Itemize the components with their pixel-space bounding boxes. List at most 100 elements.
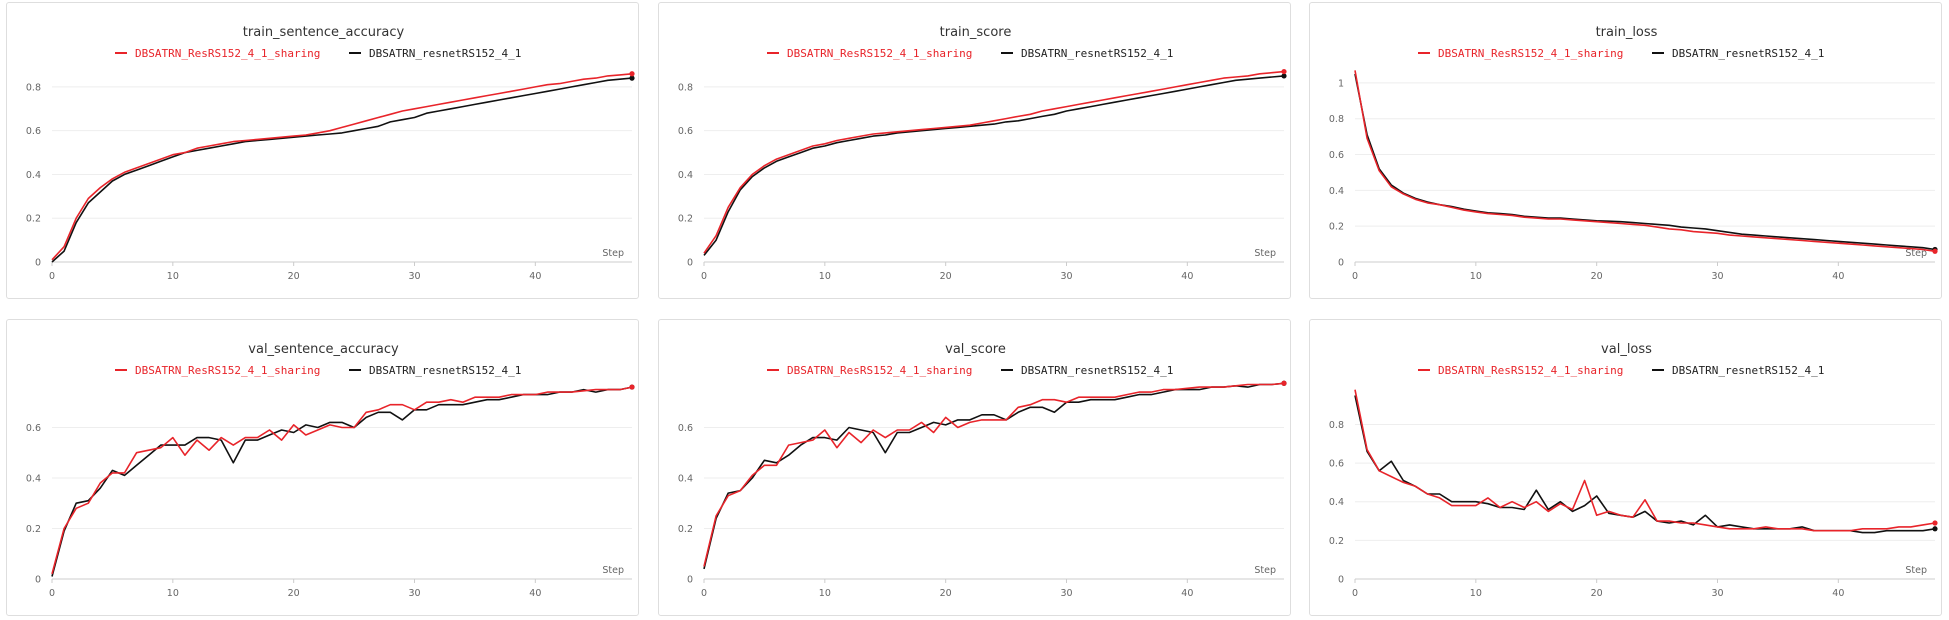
x-tick-label: 40 [529,588,541,599]
y-tick-label: 0.4 [678,170,693,181]
legend-label: DBSATRN_resnetRS152_4_1 [1672,364,1824,377]
chart-svg: val_score DBSATRN_ResRS152_4_1_sharing DBS… [678,342,1287,599]
x-tick-label: 30 [408,271,420,282]
legend-label: DBSATRN_resnetRS152_4_1 [369,47,521,60]
series-end-point [1281,68,1287,75]
series-line[interactable] [51,386,633,575]
legend-item[interactable]: DBSATRN_ResRS152_4_1_sharing [767,47,972,60]
y-tick-label: 0.8 [1329,420,1344,431]
legend-label: DBSATRN_resnetRS152_4_1 [1021,47,1173,60]
y-tick-label: 0.8 [26,82,41,93]
x-tick-label: 20 [288,588,300,599]
legend-label: DBSATRN_resnetRS152_4_1 [1021,364,1173,377]
x-tick-label: 10 [819,271,831,282]
legend-item[interactable]: DBSATRN_ResRS152_4_1_sharing [1418,364,1623,377]
legend-item[interactable]: DBSATRN_ResRS152_4_1_sharing [115,364,320,377]
legend-item[interactable]: DBSATRN_resnetRS152_4_1 [1001,364,1173,377]
y-tick-label: 0.6 [678,126,693,137]
x-axis-label: Step [1254,565,1276,576]
series-end-point [1932,526,1938,532]
series-line[interactable] [51,77,633,263]
y-tick-label: 0 [687,258,693,269]
chart-panel-val-loss: val_loss DBSATRN_ResRS152_4_1_sharing DBSA… [1309,319,1942,616]
series-line[interactable] [1354,389,1936,532]
y-tick-label: 0 [35,258,41,269]
series-line[interactable] [703,70,1285,254]
y-tick-label: 0.6 [26,423,41,434]
chart-svg: val_loss DBSATRN_ResRS152_4_1_sharing DBSA… [1329,342,1938,599]
y-tick-label: 1 [1338,78,1344,89]
x-tick-label: 0 [1352,588,1358,599]
legend-label: DBSATRN_resnetRS152_4_1 [369,364,521,377]
chart-panel-train-loss: train_loss DBSATRN_ResRS152_4_1_sharing DB… [1309,2,1942,299]
chart-title: val_score [945,342,1006,357]
y-tick-label: 0.2 [1329,222,1344,233]
y-tick-label: 0.4 [1329,186,1344,197]
chart-svg: train_score DBSATRN_ResRS152_4_1_sharing D… [678,25,1287,282]
chart-title: train_sentence_accuracy [243,25,405,40]
series-end-point [629,384,635,390]
y-tick-label: 0.6 [678,423,693,434]
y-tick-label: 0.6 [26,126,41,137]
x-tick-label: 20 [1591,588,1603,599]
x-tick-label: 10 [167,588,179,599]
y-tick-label: 0.8 [1329,114,1344,125]
series-line[interactable] [703,75,1285,256]
legend-item[interactable]: DBSATRN_resnetRS152_4_1 [1652,364,1824,377]
x-tick-label: 0 [49,271,55,282]
x-tick-label: 20 [940,588,952,599]
x-tick-label: 0 [701,588,707,599]
series-line[interactable] [1354,395,1936,534]
legend-item[interactable]: DBSATRN_resnetRS152_4_1 [1001,47,1173,60]
x-tick-label: 0 [1352,271,1358,282]
y-tick-label: 0.2 [678,214,693,225]
y-tick-label: 0 [1338,575,1344,586]
legend-item[interactable]: DBSATRN_ResRS152_4_1_sharing [1418,47,1623,60]
series-line[interactable] [703,382,1285,570]
y-tick-label: 0 [1338,258,1344,269]
x-axis-label: Step [1905,565,1927,576]
chart-title: val_loss [1601,342,1652,357]
series-end-point [1932,248,1938,254]
y-tick-label: 0.2 [1329,536,1344,547]
legend-item[interactable]: DBSATRN_ResRS152_4_1_sharing [115,47,320,60]
legend-label: DBSATRN_ResRS152_4_1_sharing [787,47,972,60]
chart-svg: train_sentence_accuracy DBSATRN_ResRS152_… [26,25,635,282]
series-line[interactable] [703,382,1285,567]
y-tick-label: 0.2 [26,524,41,535]
chart-svg: train_loss DBSATRN_ResRS152_4_1_sharing DB… [1329,25,1938,282]
x-tick-label: 40 [1832,271,1844,282]
x-tick-label: 30 [1060,588,1072,599]
x-axis-label: Step [602,565,624,576]
series-line[interactable] [51,73,633,261]
legend-item[interactable]: DBSATRN_resnetRS152_4_1 [349,364,521,377]
legend-label: DBSATRN_ResRS152_4_1_sharing [135,47,320,60]
series-line[interactable] [1354,73,1936,251]
x-tick-label: 0 [701,271,707,282]
chart-panel-train-score: train_score DBSATRN_ResRS152_4_1_sharing D… [658,2,1291,299]
x-axis-label: Step [602,248,624,259]
series-end-point [629,75,635,81]
x-tick-label: 10 [819,588,831,599]
legend-item[interactable]: DBSATRN_resnetRS152_4_1 [349,47,521,60]
x-tick-label: 40 [529,271,541,282]
y-tick-label: 0.6 [1329,459,1344,470]
x-tick-label: 40 [1181,588,1193,599]
legend-label: DBSATRN_ResRS152_4_1_sharing [1438,364,1623,377]
chart-title: train_score [940,25,1012,40]
x-tick-label: 20 [1591,271,1603,282]
x-tick-label: 30 [1060,271,1072,282]
series-line[interactable] [1354,70,1936,253]
x-tick-label: 40 [1181,271,1193,282]
y-tick-label: 0 [687,575,693,586]
series-end-point [1281,380,1287,386]
series-line[interactable] [51,386,633,577]
x-tick-label: 40 [1832,588,1844,599]
chart-title: train_loss [1596,25,1658,40]
y-tick-label: 0 [35,575,41,586]
x-tick-label: 10 [1470,588,1482,599]
legend-item[interactable]: DBSATRN_resnetRS152_4_1 [1652,47,1824,60]
x-axis-label: Step [1905,248,1927,259]
series-end-point [629,71,635,77]
legend-item[interactable]: DBSATRN_ResRS152_4_1_sharing [767,364,972,377]
